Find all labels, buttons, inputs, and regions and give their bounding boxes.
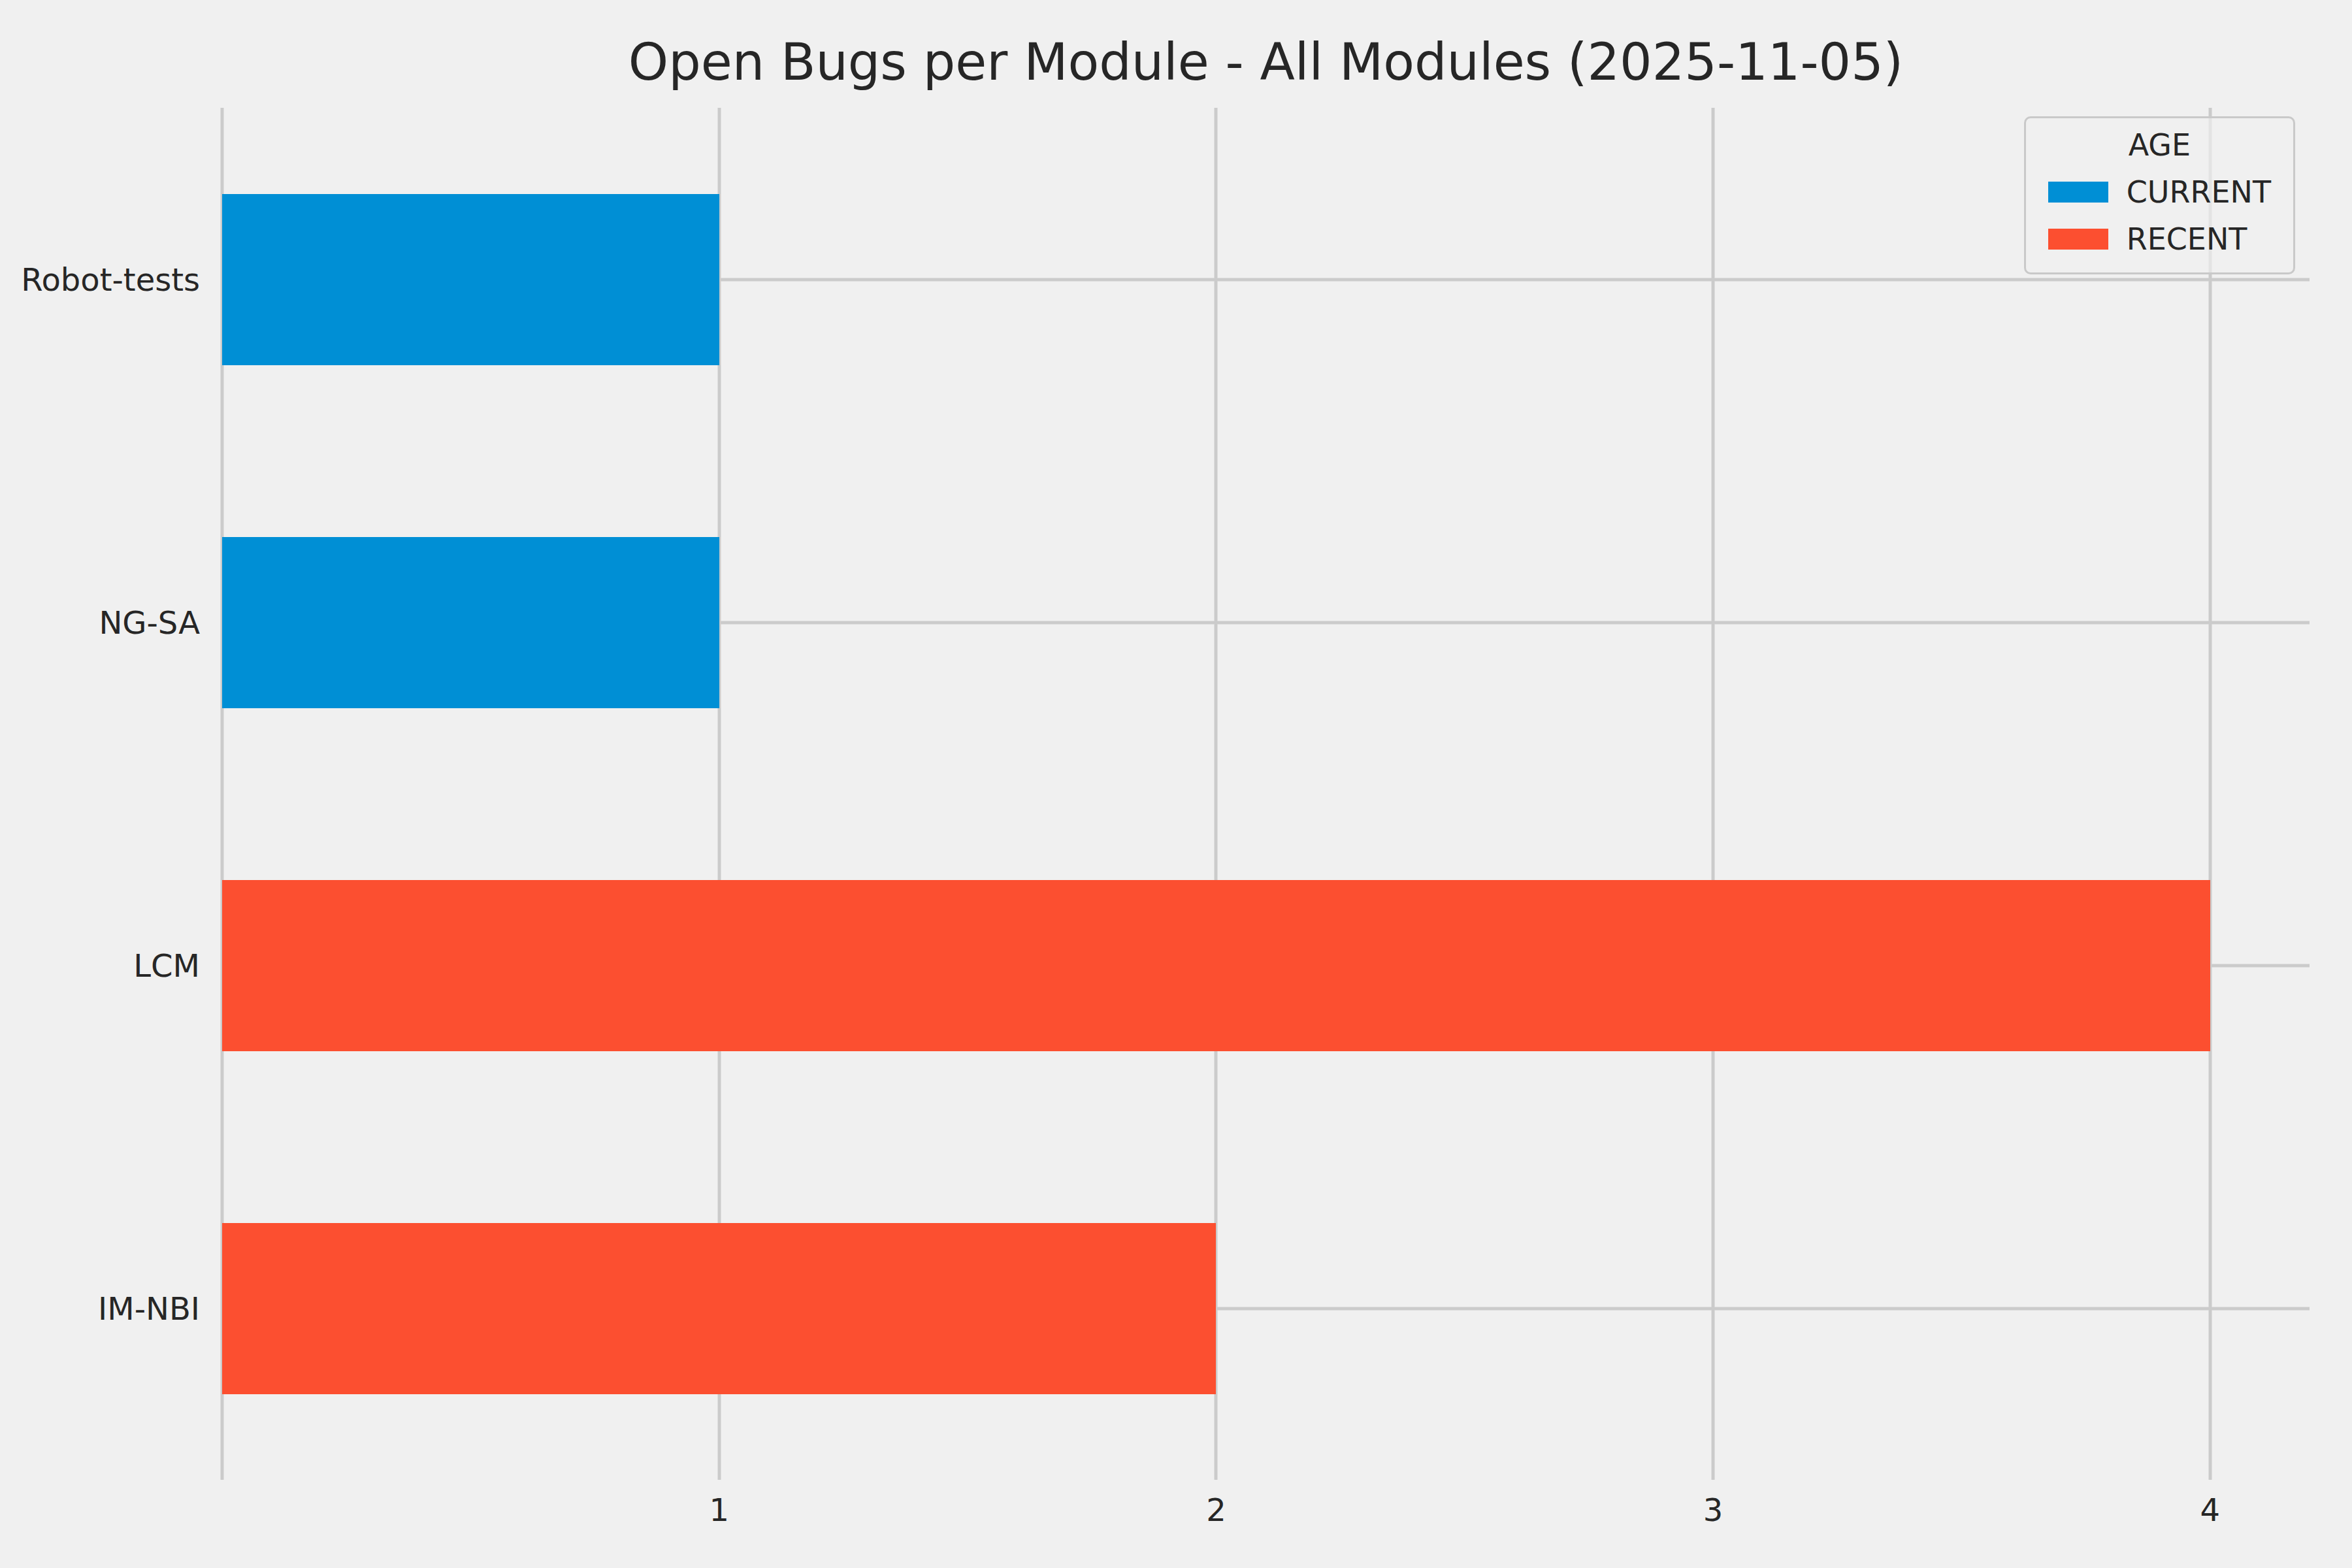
x-gridline <box>1712 108 1715 1480</box>
legend-entry-current: CURRENT <box>2048 174 2271 210</box>
chart-title: Open Bugs per Module - All Modules (2025… <box>222 33 2310 91</box>
legend-swatch-current <box>2048 182 2108 203</box>
legend-swatch-recent <box>2048 229 2108 250</box>
plot-area: Robot-testsNG-SALCMIM-NBI1234 <box>222 108 2310 1480</box>
x-tick-label: 4 <box>2200 1492 2221 1528</box>
x-gridline <box>2208 108 2212 1480</box>
y-tick-label: NG-SA <box>99 604 200 641</box>
x-tick-label: 1 <box>709 1492 729 1528</box>
bar-lcm <box>222 880 2210 1051</box>
bar-robot-tests <box>222 194 719 365</box>
legend-label: CURRENT <box>2127 174 2271 210</box>
bar-ng-sa <box>222 537 719 708</box>
legend-entries: CURRENT RECENT <box>2048 174 2271 257</box>
y-tick-label: Robot-tests <box>21 261 200 298</box>
x-tick-label: 2 <box>1206 1492 1226 1528</box>
legend-label: RECENT <box>2127 221 2247 257</box>
legend: AGE CURRENT RECENT <box>2024 116 2295 274</box>
y-tick-label: LCM <box>133 947 200 984</box>
legend-entry-recent: RECENT <box>2048 221 2271 257</box>
legend-title: AGE <box>2048 127 2271 163</box>
figure: Open Bugs per Module - All Modules (2025… <box>0 0 2352 1568</box>
x-tick-label: 3 <box>1703 1492 1723 1528</box>
y-tick-label: IM-NBI <box>98 1290 200 1327</box>
bar-im-nbi <box>222 1223 1216 1394</box>
